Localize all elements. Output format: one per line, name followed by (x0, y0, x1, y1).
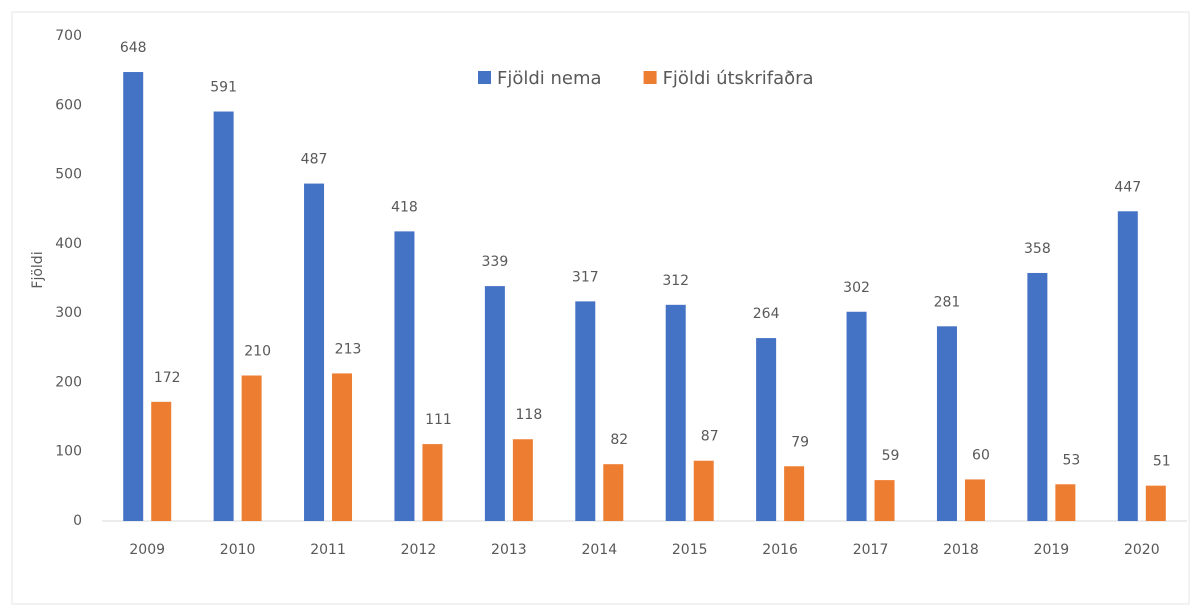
bar (936, 326, 957, 521)
data-label: 172 (154, 370, 181, 386)
y-tick-label: 700 (55, 28, 82, 44)
y-tick-label: 200 (55, 374, 82, 390)
data-label: 302 (843, 280, 870, 296)
bar (1055, 484, 1076, 521)
x-tick-label: 2013 (491, 542, 527, 558)
data-label: 59 (882, 448, 900, 464)
bar (693, 460, 714, 521)
data-label: 358 (1024, 241, 1051, 257)
data-label: 312 (662, 273, 689, 289)
legend-label: Fjöldi nema (497, 68, 602, 89)
x-tick-label: 2016 (762, 542, 798, 558)
data-label: 87 (701, 429, 719, 445)
bar (1027, 272, 1048, 521)
data-label: 418 (391, 199, 418, 215)
bar (241, 375, 262, 521)
x-tick-label: 2018 (943, 542, 979, 558)
bar (304, 183, 325, 522)
data-label: 79 (791, 434, 809, 450)
data-label: 317 (572, 269, 599, 285)
x-tick-label: 2010 (220, 542, 256, 558)
bar (332, 373, 353, 521)
y-tick-label: 100 (55, 444, 82, 460)
bar (123, 72, 144, 522)
bar (422, 444, 443, 521)
bar (512, 439, 533, 521)
legend-swatch (478, 71, 491, 84)
bar (213, 111, 234, 522)
bar (874, 480, 895, 521)
legend-swatch (643, 71, 657, 84)
x-tick-label: 2015 (672, 542, 708, 558)
bar (1145, 485, 1166, 521)
y-tick-label: 400 (55, 236, 82, 252)
bar (575, 301, 596, 521)
x-tick-label: 2020 (1124, 542, 1160, 558)
data-label: 53 (1062, 452, 1080, 468)
data-label: 210 (244, 344, 271, 360)
x-tick-label: 2017 (853, 542, 889, 558)
bar (1117, 211, 1138, 522)
y-tick-label: 600 (55, 97, 82, 113)
y-tick-label: 500 (55, 167, 82, 183)
data-label: 51 (1153, 454, 1171, 470)
data-label: 264 (753, 306, 780, 322)
bar (151, 401, 172, 521)
bar (484, 286, 505, 521)
y-tick-label: 300 (55, 305, 82, 321)
bar (756, 338, 777, 521)
legend-label: Fjöldi útskrifaðra (663, 68, 814, 89)
data-label: 213 (335, 341, 362, 357)
data-label: 111 (425, 412, 452, 428)
data-label: 591 (210, 80, 237, 96)
chart-frame (11, 11, 1190, 605)
x-tick-label: 2011 (310, 542, 346, 558)
data-label: 60 (972, 447, 990, 463)
bar (784, 466, 805, 521)
data-label: 339 (482, 254, 509, 270)
bar (665, 304, 686, 521)
bar (964, 479, 985, 521)
x-tick-label: 2009 (129, 542, 165, 558)
y-axis-label: Fjöldi (30, 251, 46, 288)
y-tick-label: 0 (73, 513, 82, 529)
bar (394, 231, 415, 521)
data-label: 487 (301, 152, 328, 168)
bar (846, 311, 867, 521)
x-tick-label: 2014 (581, 542, 617, 558)
data-label: 447 (1114, 179, 1141, 195)
data-label: 82 (610, 432, 628, 448)
bar (603, 464, 624, 521)
data-label: 281 (934, 294, 961, 310)
data-label: 648 (120, 40, 147, 56)
x-tick-label: 2019 (1034, 542, 1070, 558)
x-tick-label: 2012 (401, 542, 437, 558)
data-label: 118 (516, 407, 543, 423)
